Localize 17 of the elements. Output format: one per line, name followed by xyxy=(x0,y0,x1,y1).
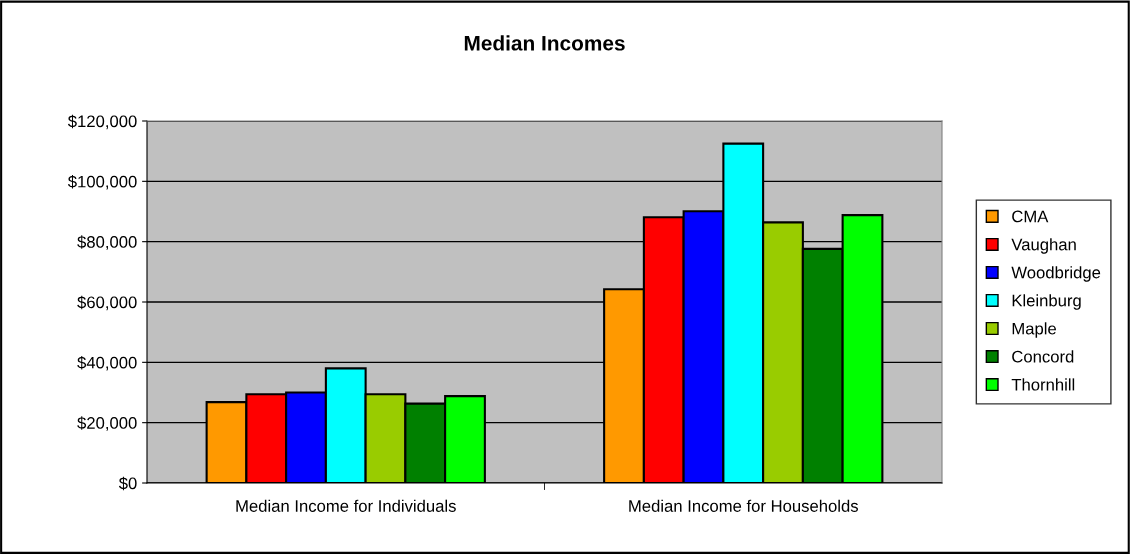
x-tick-label: Median Income for Individuals xyxy=(236,499,456,512)
y-tick-label: $0 xyxy=(118,476,137,491)
legend-label: Woodbridge xyxy=(1011,266,1101,282)
legend-label: Concord xyxy=(1012,350,1074,363)
legend-label: Thornhill xyxy=(1011,378,1075,391)
y-tick-label: $100,000 xyxy=(67,175,137,190)
chart-title: Median Incomes xyxy=(464,35,625,51)
y-tick-label: $20,000 xyxy=(77,416,137,431)
y-tick-label: $120,000 xyxy=(67,114,137,130)
y-tick-label: $60,000 xyxy=(77,295,137,311)
x-tick-label: Median Income for Households xyxy=(629,499,858,512)
legend-label: Maple xyxy=(1012,322,1056,338)
y-tick-label: $40,000 xyxy=(77,356,137,371)
y-tick-label: $80,000 xyxy=(77,235,137,250)
legend-label: CMA xyxy=(1012,210,1049,223)
legend-label: Vaughan xyxy=(1011,238,1076,254)
legend-label: Kleinburg xyxy=(1012,294,1081,310)
